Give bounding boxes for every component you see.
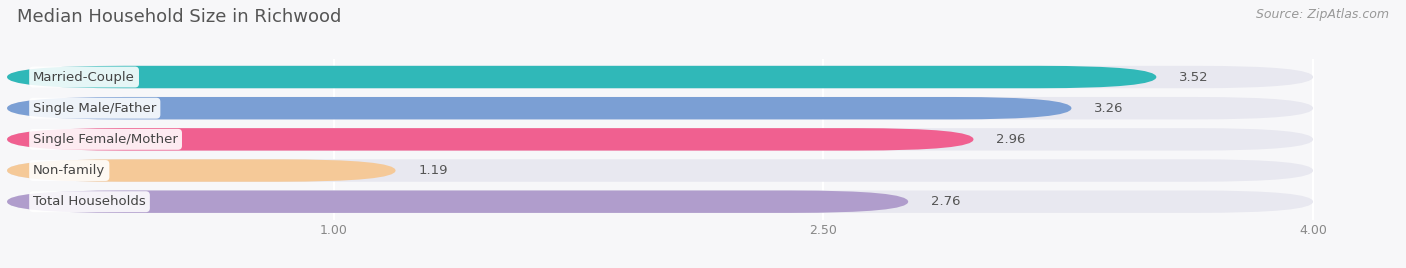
Text: 2.76: 2.76: [931, 195, 960, 208]
FancyBboxPatch shape: [7, 66, 1156, 88]
FancyBboxPatch shape: [7, 97, 1071, 120]
Text: 3.26: 3.26: [1094, 102, 1123, 115]
Text: 3.52: 3.52: [1180, 70, 1209, 84]
Text: Non-family: Non-family: [34, 164, 105, 177]
FancyBboxPatch shape: [7, 128, 1313, 151]
Text: Source: ZipAtlas.com: Source: ZipAtlas.com: [1256, 8, 1389, 21]
FancyBboxPatch shape: [7, 191, 1313, 213]
Text: 2.96: 2.96: [997, 133, 1026, 146]
Text: Married-Couple: Married-Couple: [34, 70, 135, 84]
Text: Single Female/Mother: Single Female/Mother: [34, 133, 179, 146]
FancyBboxPatch shape: [7, 97, 1313, 120]
Text: Single Male/Father: Single Male/Father: [34, 102, 156, 115]
FancyBboxPatch shape: [7, 128, 973, 151]
FancyBboxPatch shape: [7, 159, 395, 182]
FancyBboxPatch shape: [7, 191, 908, 213]
Text: Median Household Size in Richwood: Median Household Size in Richwood: [17, 8, 342, 26]
FancyBboxPatch shape: [7, 66, 1313, 88]
FancyBboxPatch shape: [7, 159, 1313, 182]
Text: 1.19: 1.19: [419, 164, 449, 177]
Text: Total Households: Total Households: [34, 195, 146, 208]
